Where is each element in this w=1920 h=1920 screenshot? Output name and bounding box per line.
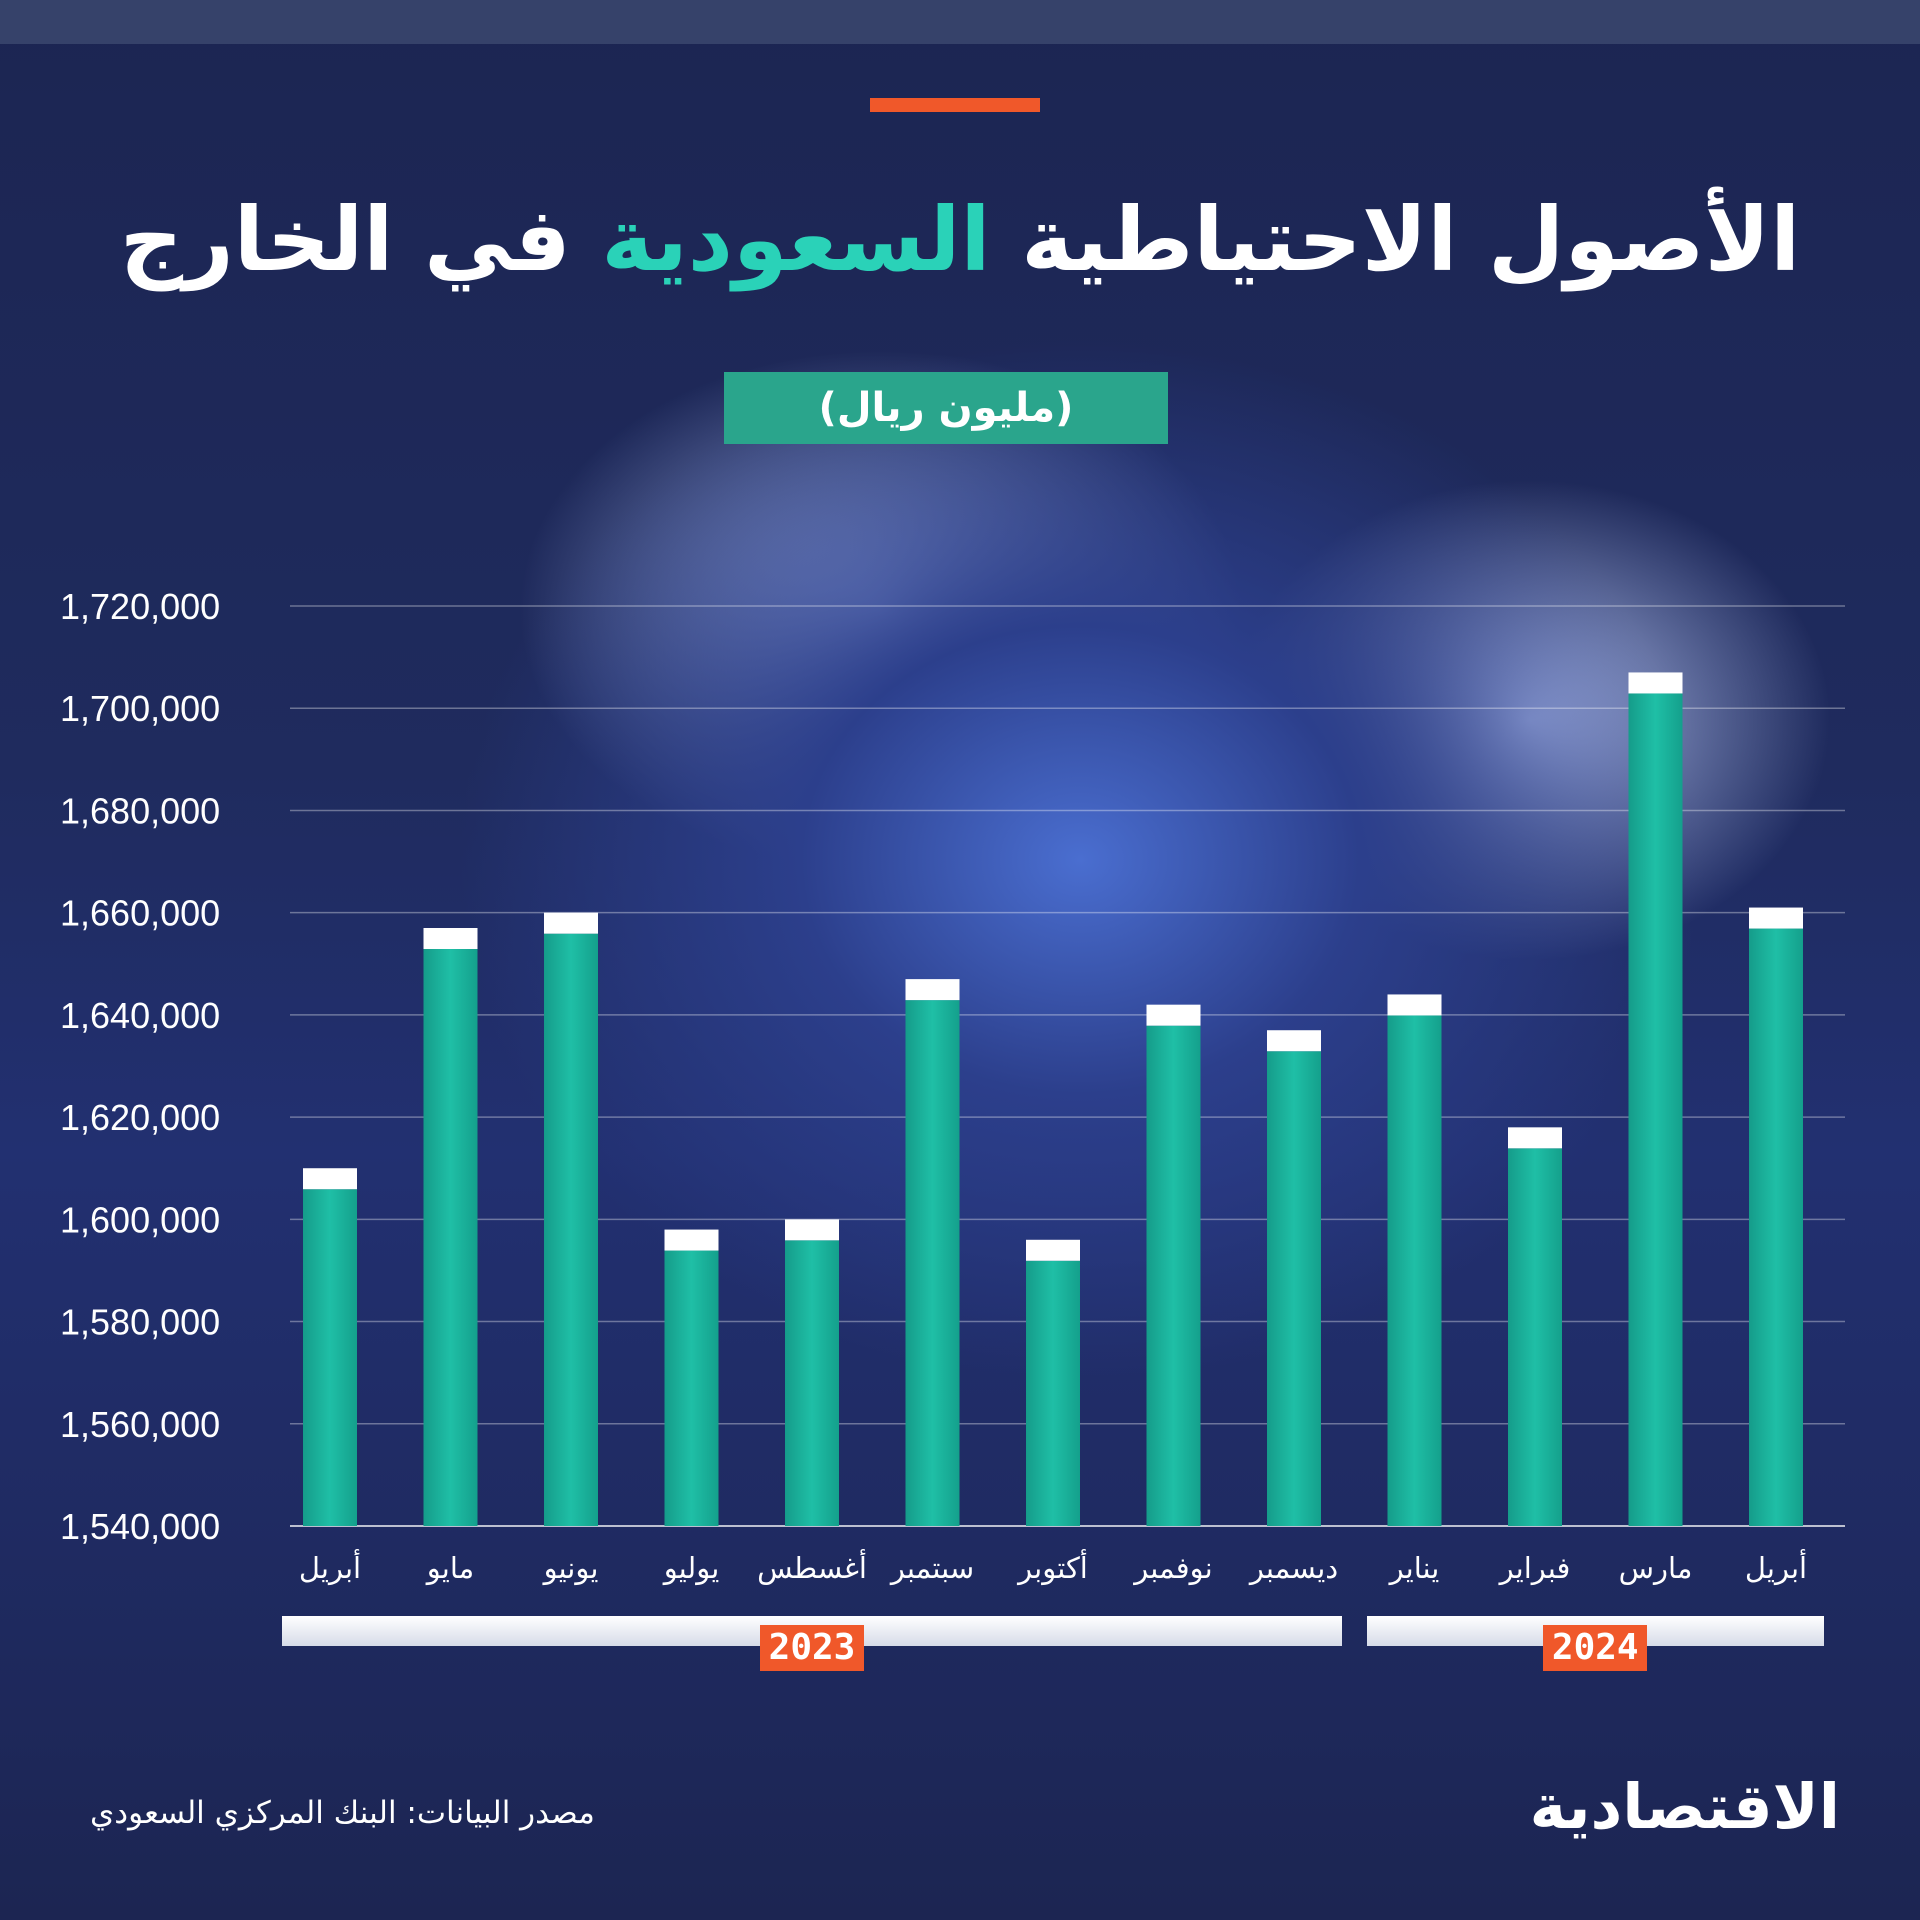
year-label-2024: 2024 bbox=[1543, 1625, 1648, 1671]
title-accent-line bbox=[870, 98, 1040, 112]
x-tick-label: أغسطس bbox=[757, 1548, 867, 1585]
x-tick-label: يونيو bbox=[542, 1551, 599, 1585]
title-part1: الأصول الاحتياطية bbox=[1021, 188, 1801, 291]
y-tick-label: 1,720,000 bbox=[60, 586, 220, 627]
y-tick-label: 1,540,000 bbox=[60, 1506, 220, 1547]
y-tick-label: 1,700,000 bbox=[60, 688, 220, 729]
bar-cap bbox=[905, 979, 960, 1001]
bar bbox=[1508, 1148, 1562, 1526]
bar-cap bbox=[423, 928, 478, 949]
bar bbox=[905, 1000, 960, 1526]
y-tick-label: 1,600,000 bbox=[60, 1199, 220, 1240]
title-highlight: السعودية bbox=[601, 188, 991, 291]
bar bbox=[1026, 1260, 1080, 1526]
bar bbox=[1387, 1015, 1442, 1526]
bar bbox=[1267, 1051, 1321, 1526]
bar-cap bbox=[544, 912, 598, 934]
year-label-2023: 2023 bbox=[760, 1625, 864, 1671]
bar bbox=[1749, 928, 1803, 1526]
bar bbox=[664, 1250, 719, 1526]
x-tick-label: يوليو bbox=[662, 1551, 720, 1585]
bar-cap bbox=[1508, 1127, 1562, 1149]
page-title: الأصول الاحتياطية السعودية في الخارج bbox=[0, 185, 1920, 295]
bar bbox=[303, 1189, 357, 1526]
x-tick-label: يناير bbox=[1388, 1551, 1440, 1585]
y-tick-label: 1,680,000 bbox=[60, 790, 220, 831]
bar-cap bbox=[1146, 1004, 1201, 1026]
top-bar bbox=[0, 0, 1920, 44]
x-tick-label: سبتمبر bbox=[889, 1551, 974, 1585]
x-tick-label: أبريل bbox=[299, 1548, 361, 1585]
title-part2: في الخارج bbox=[119, 188, 571, 291]
bar bbox=[1628, 693, 1683, 1526]
bar bbox=[1146, 1025, 1201, 1526]
bar bbox=[423, 949, 478, 1526]
bar-cap bbox=[1628, 672, 1683, 694]
bar-cap bbox=[1749, 907, 1803, 929]
data-source: مصدر البيانات: البنك المركزي السعودي bbox=[90, 1795, 595, 1831]
x-tick-label: مايو bbox=[425, 1551, 474, 1585]
x-tick-label: ديسمبر bbox=[1248, 1551, 1338, 1585]
x-tick-label: فبراير bbox=[1498, 1551, 1571, 1585]
y-tick-label: 1,560,000 bbox=[60, 1404, 220, 1445]
bar bbox=[544, 933, 598, 1526]
x-tick-label: مارس bbox=[1619, 1551, 1693, 1585]
y-tick-label: 1,660,000 bbox=[60, 893, 220, 934]
bar-cap bbox=[1267, 1030, 1321, 1052]
bar-cap bbox=[664, 1229, 719, 1251]
y-tick-label: 1,620,000 bbox=[60, 1097, 220, 1138]
bar-cap bbox=[1387, 994, 1442, 1016]
y-tick-label: 1,580,000 bbox=[60, 1302, 220, 1343]
y-tick-label: 1,640,000 bbox=[60, 995, 220, 1036]
bar-cap bbox=[303, 1168, 357, 1190]
bar bbox=[785, 1240, 839, 1526]
bar-cap bbox=[1026, 1239, 1080, 1261]
x-tick-label: أكتوبر bbox=[1016, 1548, 1088, 1585]
bar-cap bbox=[785, 1219, 839, 1241]
publisher-logo: الاقتصادية bbox=[1529, 1770, 1841, 1843]
x-tick-label: نوفمبر bbox=[1132, 1551, 1212, 1585]
unit-label: (مليون ريال) bbox=[724, 372, 1168, 444]
x-tick-label: أبريل bbox=[1745, 1548, 1807, 1585]
